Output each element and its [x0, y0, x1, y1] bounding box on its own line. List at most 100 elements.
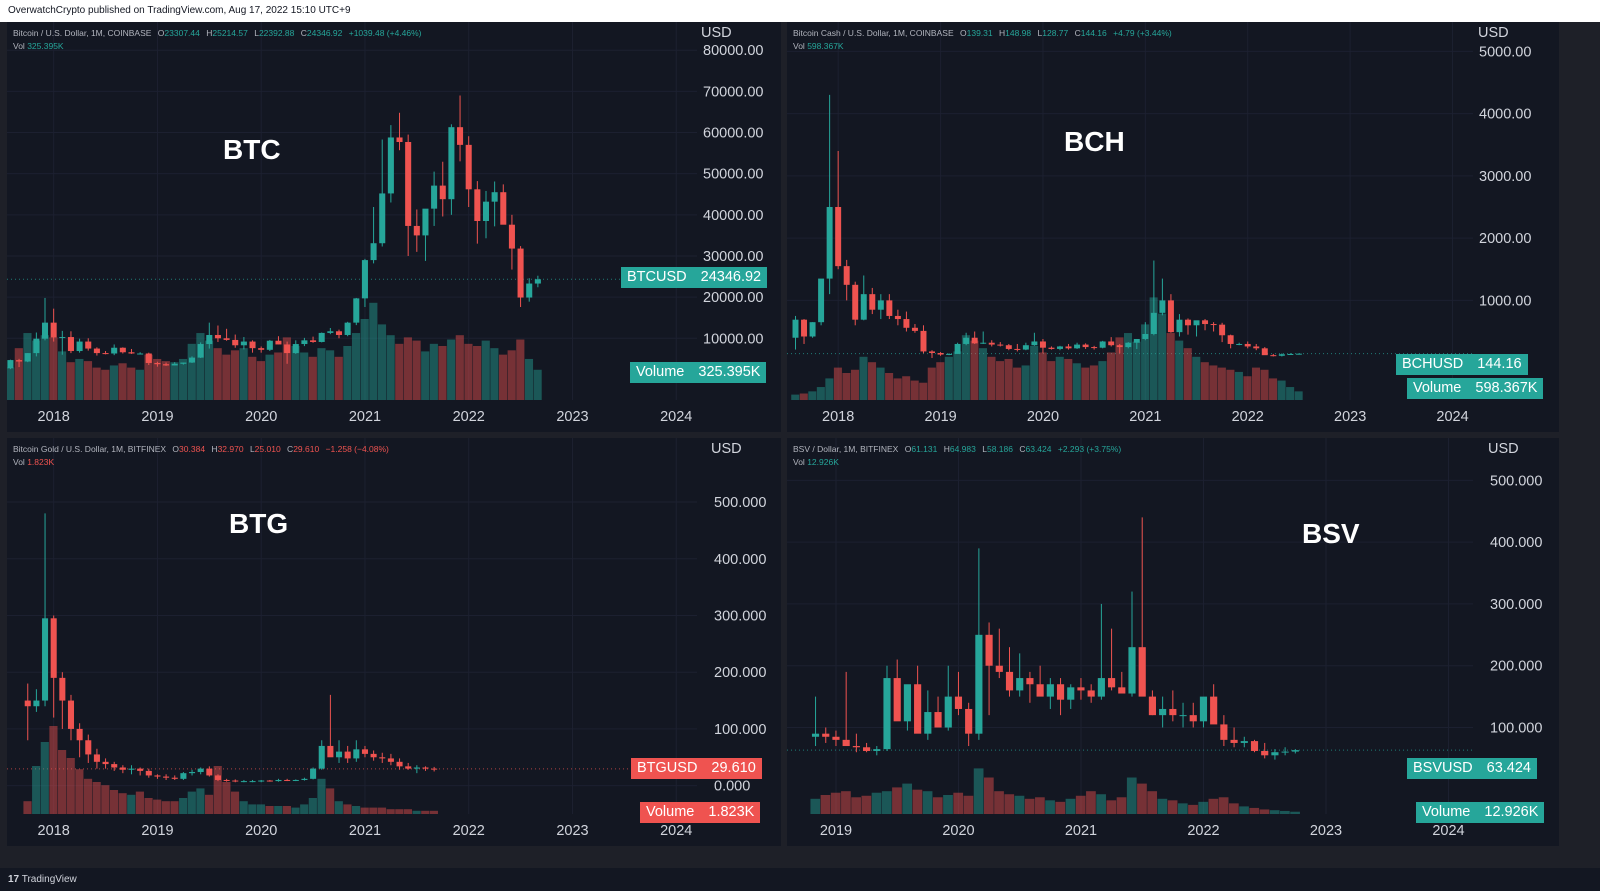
btc-chart-svg[interactable]: 2018 2019 2020 2021 2022 2023 2024 10000.00 2000… — [7, 22, 781, 432]
volume-bar — [196, 333, 205, 400]
btc-legend: Bitcoin / U.S. Dollar, 1M, COINBASE O233… — [13, 27, 422, 53]
volume-bar — [830, 792, 841, 814]
volume-bar — [953, 351, 962, 400]
y-tick-label: 100.000 — [1490, 721, 1542, 737]
candle-body — [1193, 320, 1200, 326]
bch-vol-label: Vol — [793, 41, 805, 51]
volume-bar — [75, 769, 84, 814]
candle-body — [920, 330, 927, 352]
volume-bar — [239, 801, 248, 814]
volume-bar — [1260, 369, 1269, 400]
volume-bar — [369, 302, 378, 400]
bch-chart-panel[interactable]: 2018 2019 2020 2021 2022 2023 2024 1000.00 2000.… — [787, 22, 1559, 432]
candle-body — [1116, 345, 1123, 348]
btc-chart-panel[interactable]: 2018 2019 2020 2021 2022 2023 2024 10000.00 2000… — [7, 22, 781, 432]
volume-bar — [153, 358, 162, 400]
candle-body — [1244, 343, 1251, 347]
candle-body — [336, 751, 343, 758]
volume-bar — [919, 382, 928, 400]
candle-body — [1026, 678, 1034, 685]
candle-body — [102, 761, 109, 765]
volume-bar — [92, 367, 101, 400]
volume-bar — [533, 369, 542, 400]
volume-bar — [32, 766, 41, 814]
bsv-l-label: L — [982, 444, 987, 454]
candle-body — [266, 780, 273, 782]
candle-body — [1261, 750, 1269, 756]
bch-chart-svg[interactable]: 2018 2019 2020 2021 2022 2023 2024 1000.00 2000.… — [787, 22, 1559, 432]
bch-currency: USD — [1478, 25, 1509, 41]
volume-bar — [179, 798, 188, 814]
volume-bar — [1259, 809, 1270, 814]
candle-body — [792, 319, 799, 338]
btc-volume-tag-value: 325.395K — [698, 364, 761, 380]
candle-body — [1091, 347, 1098, 349]
candle-body — [1240, 741, 1248, 743]
candle-body — [171, 363, 178, 366]
candle-body — [801, 319, 808, 337]
volume-bar — [438, 346, 447, 400]
btc-h-label: H — [206, 28, 213, 38]
volume-bar — [101, 785, 110, 814]
volume-bar — [490, 348, 499, 400]
volume-bar — [1065, 798, 1076, 814]
x-tick-label: 2019 — [924, 409, 956, 425]
bch-price-tag-symbol: BCHUSD — [1402, 356, 1464, 372]
bsv-chart-panel[interactable]: 2019 2020 2021 2022 2023 2024 100.000 200.000 30… — [787, 438, 1559, 846]
volume-bar — [1192, 356, 1201, 400]
btc-legend-title: Bitcoin / U.S. Dollar, 1M, COINBASE — [13, 28, 152, 38]
candle-body — [929, 351, 936, 353]
btg-chart-svg[interactable]: 2018 2019 2020 2021 2022 2023 2024 0.000 100.000… — [7, 438, 781, 846]
tradingview-logo-icon[interactable]: 17 — [8, 874, 20, 885]
candle-body — [1159, 708, 1167, 716]
candle-body — [1278, 354, 1285, 356]
btc-currency: USD — [701, 25, 732, 41]
volume-bar — [1014, 795, 1025, 814]
tradingview-brand[interactable]: TradingView — [21, 874, 77, 885]
btg-chart-panel[interactable]: 2018 2019 2020 2021 2022 2023 2024 0.000 100.000… — [7, 438, 781, 846]
volume-bar — [1239, 806, 1249, 814]
volume-bar — [1096, 794, 1106, 814]
btg-volume-tag-value: 1.823K — [708, 804, 755, 820]
volume-bar — [135, 791, 144, 814]
candle-body — [76, 341, 83, 352]
candle-body — [214, 775, 222, 780]
candle-body — [877, 300, 884, 310]
volume-bar — [473, 346, 482, 400]
volume-bar — [994, 791, 1004, 814]
candle-body — [189, 772, 196, 774]
volume-bar — [927, 367, 936, 400]
volume-bar — [1157, 798, 1168, 814]
candle-body — [1270, 355, 1277, 357]
volume-bar — [833, 367, 842, 400]
bsv-c-label: C — [1019, 444, 1026, 454]
volume-bar — [851, 797, 861, 814]
volume-bar — [842, 373, 851, 400]
candle-body — [379, 193, 386, 244]
volume-bar — [1055, 801, 1066, 814]
volume-bar — [1166, 333, 1175, 400]
x-tick-label: 2019 — [141, 409, 173, 425]
candle-body — [16, 360, 23, 362]
candle-body — [379, 757, 386, 759]
candle-body — [1199, 696, 1208, 722]
candle-body — [534, 279, 541, 284]
candle-body — [240, 341, 247, 346]
bsv-chart-svg[interactable]: 2019 2020 2021 2022 2023 2024 100.000 200.000 30… — [787, 438, 1559, 846]
candle-body — [863, 747, 871, 751]
bsv-price-tag-symbol: BSVUSD — [1413, 760, 1473, 776]
candle-body — [1138, 647, 1146, 697]
volume-bar — [1106, 800, 1117, 814]
bch-c-label: C — [1074, 28, 1081, 38]
x-tick-label: 2022 — [453, 409, 485, 425]
volume-bar — [343, 346, 352, 400]
candle-body — [975, 634, 983, 734]
candle-body — [500, 192, 507, 225]
volume-bar — [1047, 361, 1056, 400]
btg-vol-value: 1.823K — [27, 457, 55, 467]
candle-body — [284, 779, 291, 781]
candle-body — [163, 364, 170, 366]
volume-bar — [868, 362, 877, 400]
candle-body — [1099, 341, 1106, 348]
btc-big-label: BTC — [223, 134, 281, 165]
